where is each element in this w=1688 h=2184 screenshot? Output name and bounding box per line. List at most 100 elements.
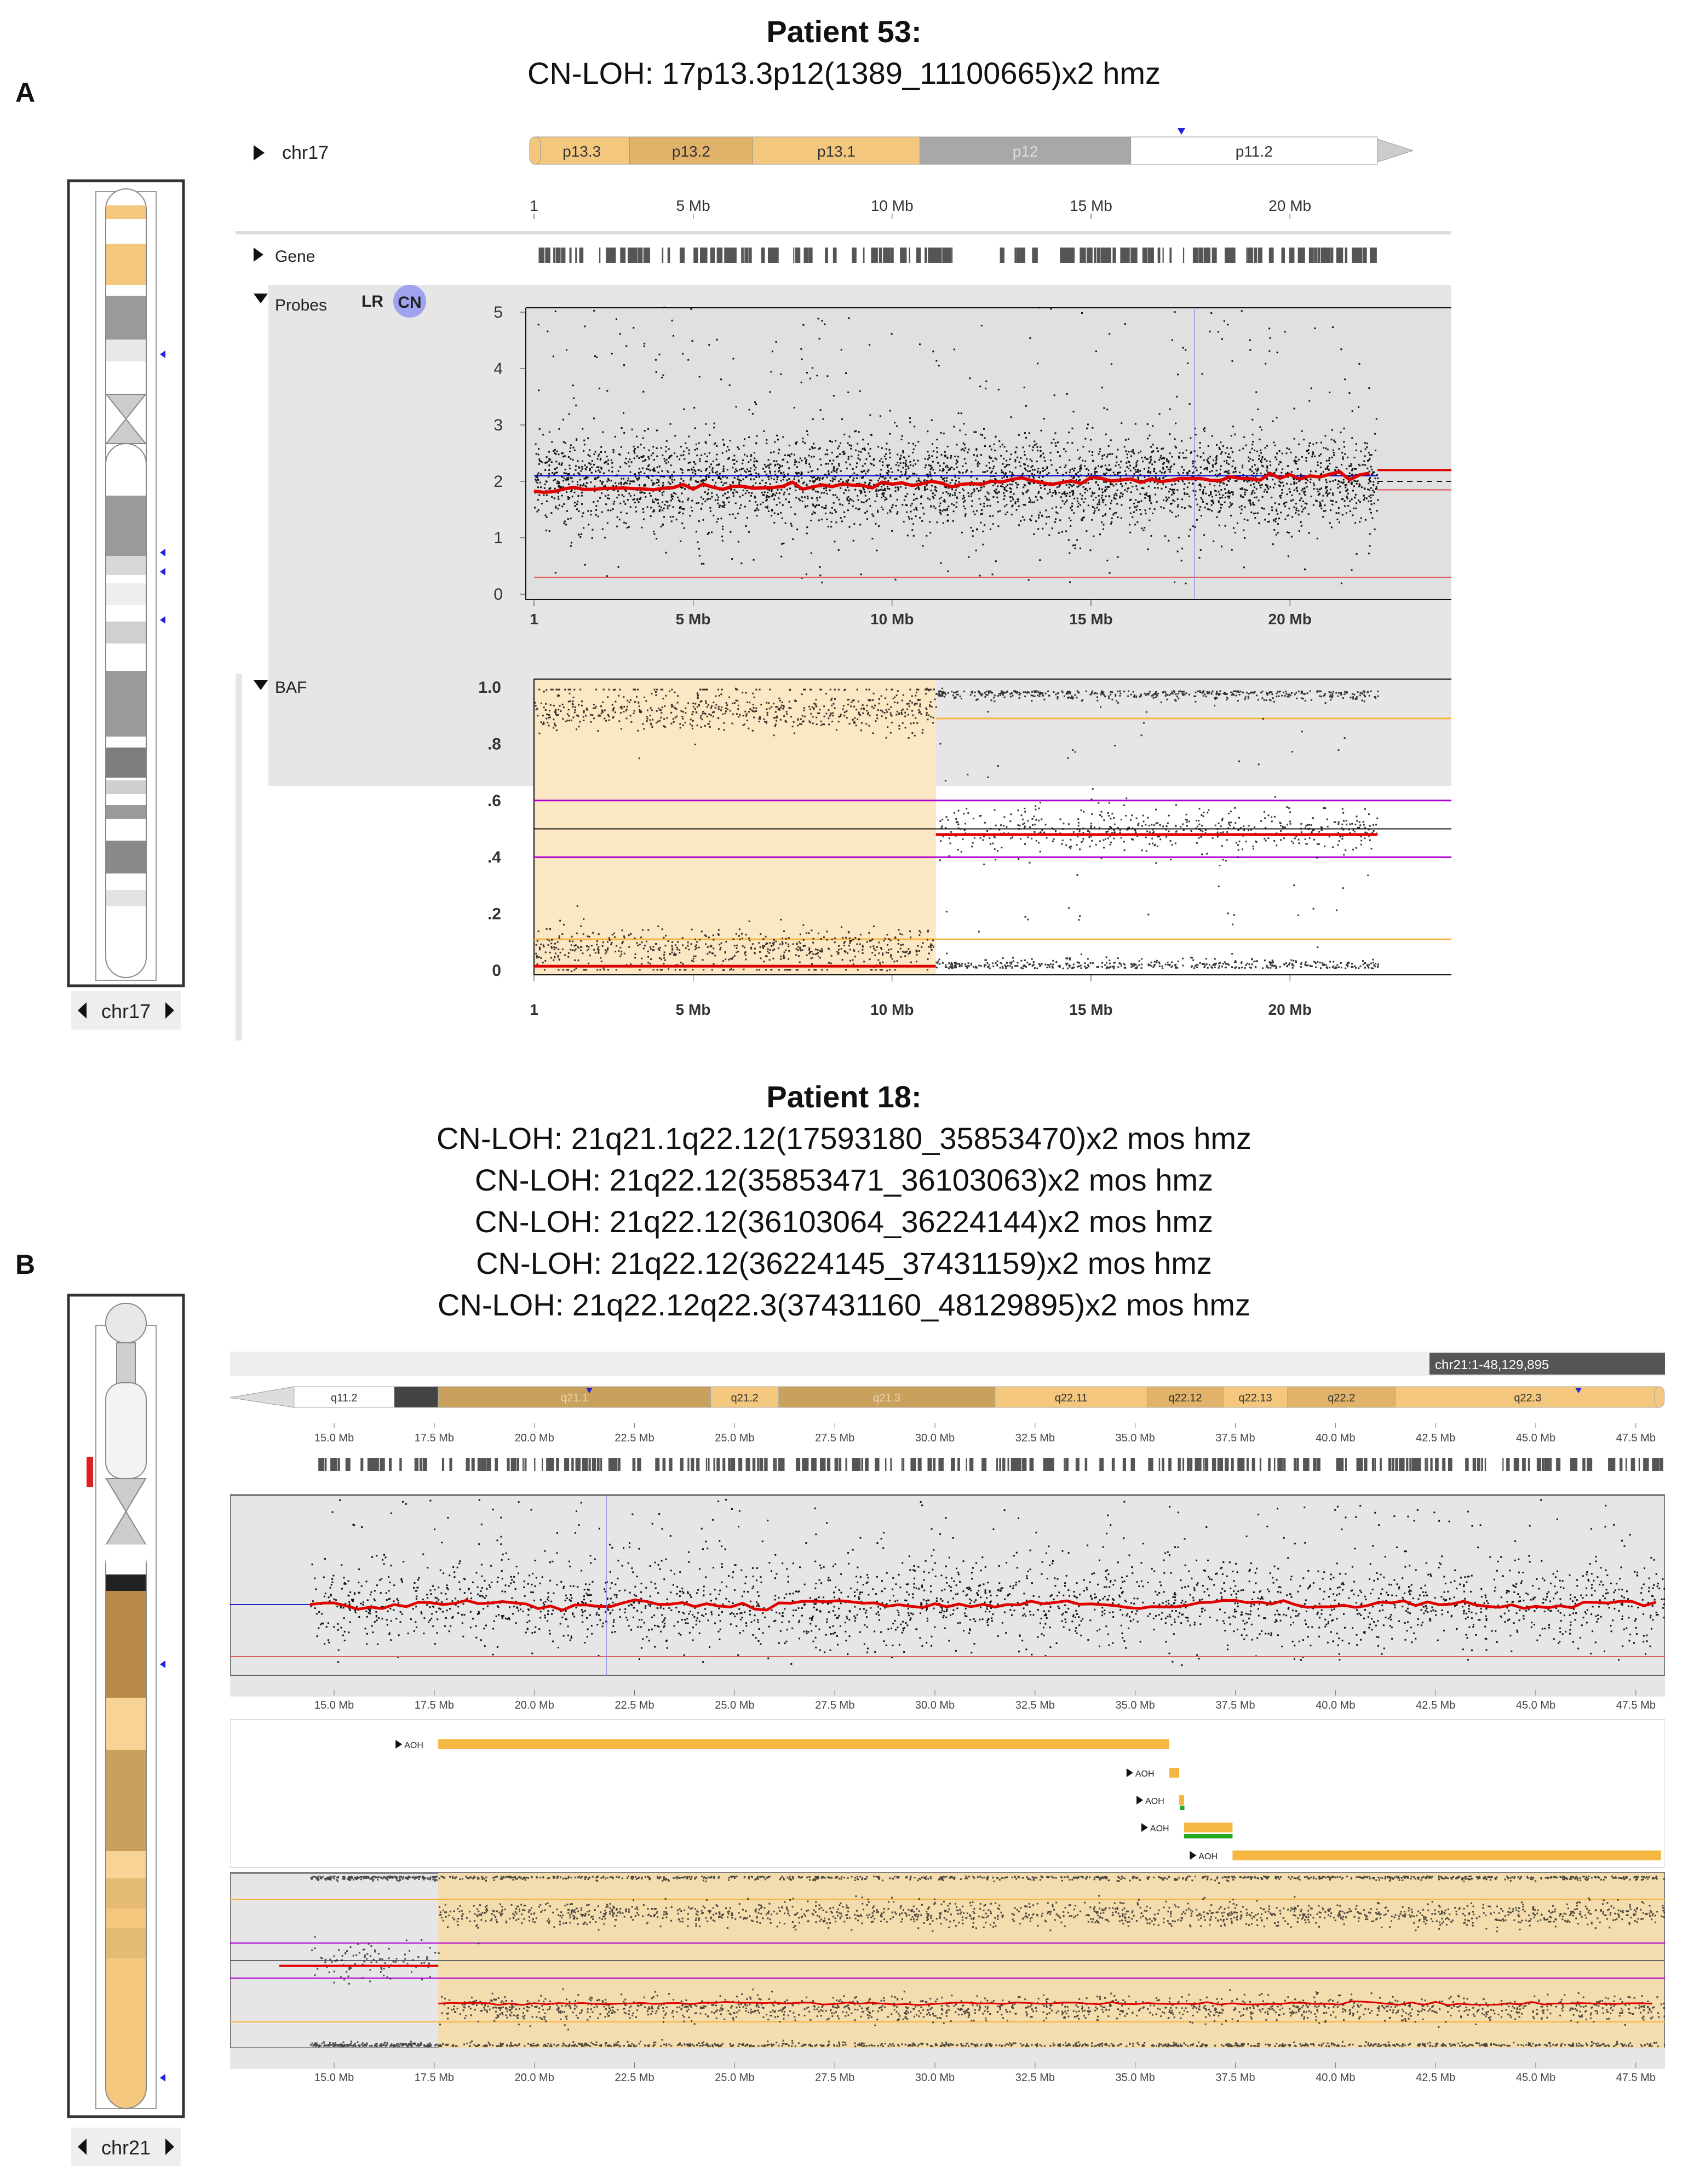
lr-button[interactable]: LR [361, 292, 383, 311]
aoh-bar[interactable] [438, 1739, 1169, 1749]
cn-probe-points [310, 1498, 1665, 1666]
chromosome-bar[interactable]: q11.2 q21.1 q21.2 q21.3 q22.11 q22.12 q22.13 q2… [230, 1386, 1665, 1408]
gene-mark [1017, 248, 1021, 263]
gene-track[interactable] [318, 1458, 1663, 1471]
collapse-icon[interactable] [254, 680, 268, 690]
expand-icon[interactable] [1141, 1823, 1148, 1832]
gene-mark [662, 248, 664, 263]
chrom-band[interactable] [629, 136, 754, 165]
gene-mark [638, 248, 643, 263]
gene-mark [564, 1458, 567, 1471]
aoh-bar[interactable] [1184, 1823, 1233, 1832]
chrom-band[interactable] [294, 1386, 395, 1408]
next-chrom-icon[interactable] [165, 1002, 174, 1019]
axis-tick-label: 42.5 Mb [1416, 1432, 1455, 1444]
chromosome-bar[interactable]: p13.3 p13.2 p13.1 p12 p11.2 [529, 136, 1414, 165]
gene-mark [1324, 248, 1329, 263]
gene-mark [1430, 1458, 1433, 1471]
chrom-nav [71, 991, 181, 1030]
gene-mark [1417, 1458, 1420, 1471]
chrom-nav-label: chr17 [101, 1000, 151, 1022]
chrom-band[interactable] [1395, 1386, 1661, 1408]
gene-mark [834, 248, 837, 263]
gene-mark [1409, 1458, 1412, 1471]
aoh-bar[interactable] [1169, 1768, 1180, 1778]
axis-tick-label: 22.5 Mb [615, 2072, 654, 2084]
aoh-track[interactable]: AOH AOH AOH AOH AOH [230, 1719, 1665, 1868]
chrom-end-cap [1654, 1386, 1665, 1408]
chrom-band[interactable] [710, 1386, 779, 1408]
chrom-band[interactable] [394, 1386, 439, 1408]
axis-tick-label: 17.5 Mb [415, 1699, 454, 1711]
chrom-band[interactable] [753, 136, 921, 165]
gene-mark [1091, 248, 1093, 263]
axis-tick-label: 42.5 Mb [1416, 2072, 1455, 2084]
gene-mark [1477, 1458, 1480, 1471]
gene-mark [512, 1458, 516, 1471]
gene-mark [1071, 248, 1075, 263]
gene-mark [1189, 1458, 1193, 1471]
gene-mark [691, 1458, 694, 1471]
gene-mark [999, 1458, 1001, 1471]
x-tick-label: 1 [530, 611, 538, 628]
gene-mark [1517, 1458, 1519, 1471]
chrom-band[interactable] [533, 136, 630, 165]
axis-tick-label: 17.5 Mb [415, 1432, 454, 1444]
gene-mark [854, 248, 857, 263]
expand-icon[interactable] [1136, 1796, 1144, 1804]
plot-area [526, 307, 1451, 600]
gene-mark [1194, 248, 1197, 263]
expand-icon[interactable] [254, 145, 265, 160]
gene-mark [618, 1458, 621, 1471]
baf-plot: BAF 1.0.8.6.4.201 5 Mb 10 Mb 15 Mb 20 Mb [275, 679, 1451, 1018]
expand-icon[interactable] [1126, 1768, 1133, 1777]
y-tick-label: .8 [487, 735, 501, 753]
gene-mark [806, 1458, 809, 1471]
gene-mark [611, 248, 614, 263]
aoh-label: AOH [1145, 1797, 1164, 1806]
gene-mark [545, 248, 547, 263]
collapse-icon[interactable] [254, 294, 268, 303]
chrom-band[interactable] [1223, 1386, 1288, 1408]
aoh-bar[interactable] [1179, 1795, 1184, 1805]
chrom-band[interactable] [1130, 136, 1378, 165]
gene-mark [1237, 1458, 1240, 1471]
chrom-band[interactable] [920, 136, 1132, 165]
gene-mark [1122, 248, 1127, 263]
gene-mark [705, 1458, 708, 1471]
expand-icon[interactable] [1190, 1851, 1197, 1860]
prev-chrom-icon[interactable] [78, 1002, 87, 1019]
chrom-band[interactable] [1147, 1386, 1224, 1408]
gene-mark [1481, 1458, 1483, 1471]
chrom-band[interactable] [438, 1386, 711, 1408]
expand-icon[interactable] [254, 248, 263, 262]
gene-mark [538, 248, 541, 263]
gene-mark [761, 248, 764, 263]
panel-b-subtitle-line: CN-LOH: 21q22.12q22.3(37431160_48129895)… [438, 1288, 1250, 1322]
prev-chrom-icon[interactable] [78, 2139, 87, 2155]
chrom-band[interactable] [995, 1386, 1148, 1408]
y-tick-label: 3 [493, 416, 503, 434]
gene-mark [916, 248, 921, 263]
axis-tick-label: 45.0 Mb [1516, 1432, 1555, 1444]
aoh-bar[interactable] [1232, 1850, 1661, 1860]
gene-mark [1448, 1458, 1452, 1471]
ideogram-frame [67, 179, 185, 987]
gene-mark [760, 1458, 763, 1471]
gene-mark [420, 1458, 422, 1471]
y-tick-label: .4 [487, 848, 501, 866]
gene-mark [1104, 248, 1108, 263]
gene-mark [845, 1458, 847, 1471]
gene-mark [1208, 248, 1211, 263]
gene-mark [1625, 1458, 1627, 1471]
coord-badge[interactable] [1429, 1353, 1665, 1375]
panel-b-ideogram: chr21 [67, 1294, 185, 2166]
expand-icon[interactable] [395, 1740, 403, 1749]
gene-track[interactable] [538, 248, 1377, 263]
next-chrom-icon[interactable] [165, 2139, 174, 2155]
gene-mark [1246, 248, 1248, 263]
axis-tick-label: 20.0 Mb [515, 2072, 554, 2084]
gene-mark [1162, 1458, 1164, 1471]
gene-mark [561, 248, 566, 263]
cn-button[interactable] [393, 285, 426, 318]
